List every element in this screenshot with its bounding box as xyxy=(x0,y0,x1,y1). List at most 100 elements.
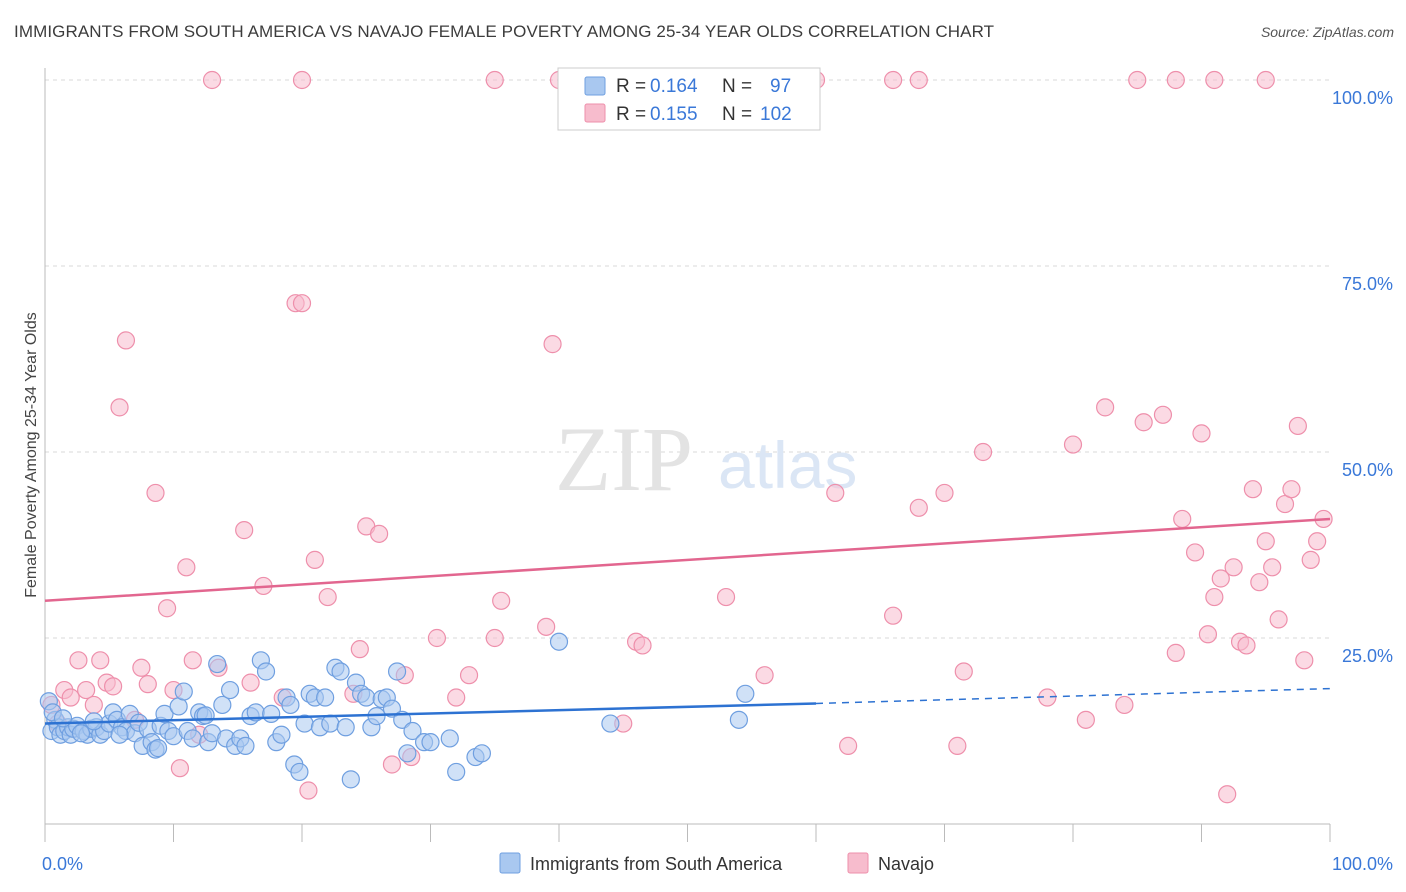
legend-r-value-1: 0.164 xyxy=(650,76,698,97)
south-america-point xyxy=(403,721,422,741)
legend-r-value-2: 0.155 xyxy=(650,104,698,125)
navajo-point xyxy=(492,591,511,610)
south-america-trend-extension xyxy=(815,687,1331,705)
legend-r-label-1: R = xyxy=(616,76,646,97)
south-america-point xyxy=(236,736,255,755)
south-america-point xyxy=(440,729,459,748)
x-tick-label: 0.0% xyxy=(42,854,83,874)
south-america-point xyxy=(336,718,355,737)
south-america-point xyxy=(183,729,202,748)
navajo-point xyxy=(146,483,165,503)
series-legend: Immigrants from South America Navajo xyxy=(499,852,934,874)
navajo-point xyxy=(370,524,389,543)
navajo-point xyxy=(299,781,318,800)
navajo-point xyxy=(170,759,190,778)
navajo-point xyxy=(485,628,504,648)
y-tick-label: 75.0% xyxy=(1342,274,1393,294)
navajo-point xyxy=(948,736,967,755)
legend-n-label-1: N = xyxy=(722,76,752,97)
navajo-point xyxy=(157,599,177,618)
navajo-point xyxy=(183,651,202,670)
navajo-point xyxy=(1269,610,1288,629)
navajo-point xyxy=(1224,558,1243,577)
legend-swatch-navajo xyxy=(847,852,869,874)
navajo-point xyxy=(382,755,402,774)
south-america-point xyxy=(281,695,300,715)
legend-r-label-2: R = xyxy=(616,104,646,125)
navajo-point xyxy=(350,640,369,659)
legend-label-navajo: Navajo xyxy=(878,854,934,874)
navajo-point xyxy=(1192,424,1211,443)
navajo-point xyxy=(69,651,88,670)
navajo-point xyxy=(318,587,337,607)
navajo-point xyxy=(1256,70,1275,90)
navajo-point xyxy=(1250,573,1269,592)
south-america-point xyxy=(290,762,309,782)
south-america-point xyxy=(382,699,402,718)
navajo-point xyxy=(1076,710,1095,729)
south-america-point xyxy=(341,770,360,789)
navajo-point xyxy=(1096,398,1115,417)
navajo-point xyxy=(110,398,129,417)
south-america-point xyxy=(196,706,215,725)
navajo-point xyxy=(935,483,954,503)
y-tick-label: 25.0% xyxy=(1342,646,1393,666)
tick-labels: 100.0% 75.0% 50.0% 25.0% 0.0% 100.0% xyxy=(42,88,1393,874)
navajo-point xyxy=(973,442,993,462)
south-america-point xyxy=(174,682,193,701)
navajo-point xyxy=(1128,70,1147,90)
legend-label-south-america: Immigrants from South America xyxy=(530,854,783,874)
south-america-point xyxy=(331,662,350,681)
navajo-point xyxy=(1301,550,1320,569)
navajo-point xyxy=(954,662,973,681)
navajo-point xyxy=(91,651,110,670)
south-america-point xyxy=(71,724,91,743)
navajo-point xyxy=(305,550,324,569)
source-label: Source: ZipAtlas.com xyxy=(1260,24,1394,40)
navajo-point xyxy=(459,666,479,685)
y-tick-label: 100.0% xyxy=(1332,88,1393,108)
navajo-point xyxy=(1166,70,1185,90)
south-america-point xyxy=(316,688,335,707)
x-tick-label: 100.0% xyxy=(1332,854,1393,874)
south-america-point xyxy=(387,662,407,681)
navajo-point xyxy=(447,688,466,707)
correlation-legend: R = 0.164 N = 97 R = 0.155 N = 102 xyxy=(557,67,821,131)
navajo-point xyxy=(116,331,136,350)
chart-title: IMMIGRANTS FROM SOUTH AMERICA VS NAVAJO … xyxy=(14,22,995,41)
navajo-point xyxy=(1173,509,1192,529)
south-america-point xyxy=(357,688,376,707)
navajo-point xyxy=(84,695,103,715)
south-america-point xyxy=(262,704,281,723)
south-america-point xyxy=(601,714,620,733)
navajo-point xyxy=(241,673,260,692)
legend-swatch-blue xyxy=(584,76,606,96)
legend-n-value-2: 102 xyxy=(760,104,792,125)
navajo-point xyxy=(77,680,96,700)
south-america-point xyxy=(256,662,276,681)
navajo-point xyxy=(177,558,196,577)
navajo-point xyxy=(1263,558,1282,577)
south-america-point xyxy=(321,714,340,733)
navajo-point xyxy=(1134,413,1153,432)
south-america-point xyxy=(736,684,755,703)
navajo-point xyxy=(1211,569,1230,588)
grid-layer xyxy=(45,79,1330,639)
navajo-point xyxy=(755,666,774,685)
navajo-point xyxy=(1166,643,1185,662)
navajo-point xyxy=(633,636,652,655)
watermark: ZIP atlas xyxy=(555,408,857,510)
south-america-point xyxy=(220,680,240,700)
south-america-point xyxy=(213,695,232,715)
navajo-point xyxy=(1237,636,1256,655)
south-america-point xyxy=(447,762,466,782)
navajo-point xyxy=(1308,532,1327,551)
navajo-point xyxy=(427,628,447,648)
navajo-point xyxy=(1288,416,1307,436)
south-america-point xyxy=(549,632,569,651)
navajo-point xyxy=(909,498,928,517)
navajo-point xyxy=(883,70,903,90)
legend-swatch-south-america xyxy=(499,852,521,874)
south-america-trend-line xyxy=(44,702,817,725)
